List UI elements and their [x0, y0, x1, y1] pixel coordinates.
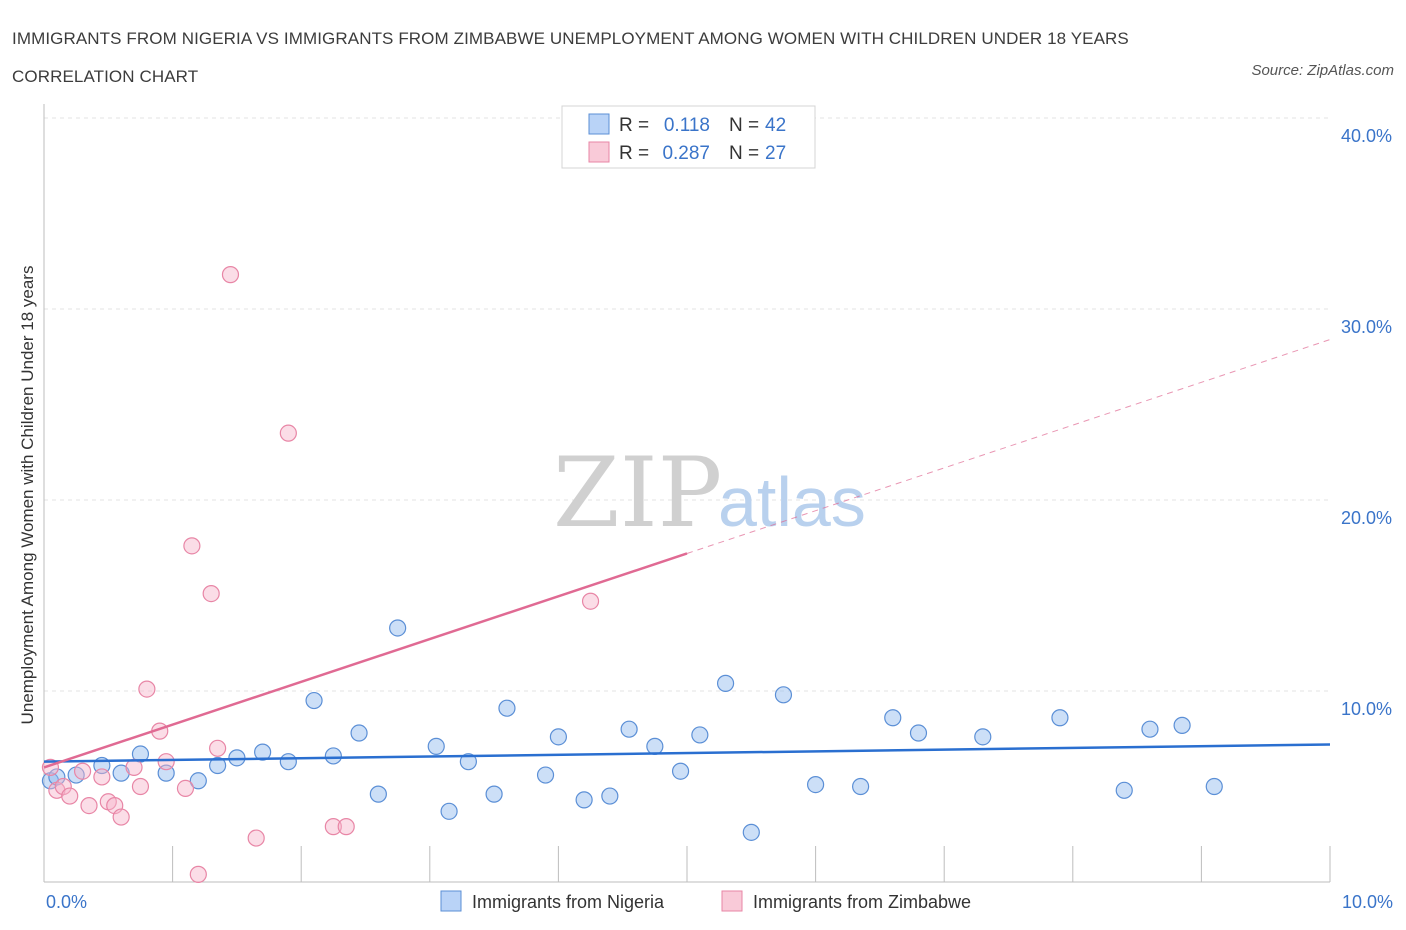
watermark-atlas: atlas	[718, 463, 866, 541]
point-nigeria	[369, 785, 387, 803]
point-zimbabwe	[209, 739, 227, 757]
point-nigeria	[209, 756, 227, 775]
point-zimbabwe	[183, 537, 201, 555]
bottom-legend-label-zimbabwe: Immigrants from Zimbabwe	[753, 892, 971, 912]
point-nigeria	[671, 762, 690, 780]
y-tick-label: 30.0%	[1341, 317, 1392, 337]
chart-source: Source: ZipAtlas.com	[1251, 62, 1394, 79]
point-nigeria	[1205, 777, 1223, 796]
point-nigeria	[305, 691, 323, 710]
legend-n-label: N =	[729, 115, 759, 136]
axes	[43, 104, 1331, 883]
point-zimbabwe	[581, 592, 600, 610]
y-tick-label: 10.0%	[1341, 699, 1392, 719]
legend-r-label: R =	[619, 143, 649, 164]
point-zimbabwe	[221, 266, 240, 284]
data-points	[41, 266, 1223, 883]
point-nigeria	[498, 699, 516, 717]
point-zimbabwe	[176, 779, 195, 798]
point-nigeria	[806, 775, 825, 794]
x-tick-label: 10.0%	[1342, 892, 1393, 912]
bottom-legend: Immigrants from Nigeria Immigrants from …	[440, 890, 971, 912]
point-zimbabwe	[337, 818, 355, 836]
watermark-zip: ZIP	[553, 437, 722, 549]
x-tick-label: 0.0%	[46, 892, 87, 912]
point-nigeria	[575, 791, 593, 809]
trend-line-zimbabwe-extension	[686, 339, 1331, 554]
point-zimbabwe	[61, 787, 79, 805]
point-nigeria	[440, 802, 458, 820]
legend-swatch-zimbabwe	[588, 141, 610, 163]
point-zimbabwe	[279, 424, 297, 442]
point-nigeria	[324, 747, 342, 765]
point-nigeria	[884, 709, 902, 727]
point-zimbabwe	[73, 762, 92, 780]
point-zimbabwe	[131, 777, 150, 796]
point-zimbabwe	[189, 865, 207, 883]
point-nigeria	[620, 720, 638, 738]
bottom-legend-swatch-nigeria	[440, 890, 462, 912]
point-nigeria	[774, 686, 793, 704]
point-nigeria	[549, 728, 568, 746]
point-nigeria	[279, 753, 297, 771]
point-nigeria	[536, 766, 555, 784]
point-zimbabwe	[138, 680, 156, 698]
watermark: ZIP atlas	[553, 437, 866, 549]
legend-box: R = 0.118 N = 42 R = 0.287 N = 27	[561, 105, 816, 169]
chart-title: IMMIGRANTS FROM NIGERIA VS IMMIGRANTS FR…	[12, 29, 1129, 86]
point-nigeria	[646, 737, 664, 755]
y-tick-labels: 10.0% 20.0% 30.0% 40.0%	[1341, 126, 1392, 719]
point-nigeria	[189, 772, 207, 790]
point-nigeria	[691, 726, 709, 744]
point-zimbabwe	[157, 753, 175, 771]
point-nigeria	[1173, 716, 1191, 734]
point-zimbabwe	[93, 768, 111, 786]
legend-r-label: R =	[619, 115, 649, 136]
x-tick-labels: 0.0% 10.0%	[46, 892, 1393, 912]
point-zimbabwe	[202, 584, 220, 603]
legend-n-label: N =	[729, 143, 759, 164]
y-tick-label: 20.0%	[1341, 508, 1392, 528]
point-nigeria	[974, 728, 992, 746]
point-nigeria	[1141, 720, 1159, 738]
legend-n-value-nigeria: 42	[765, 115, 786, 136]
point-nigeria	[485, 785, 503, 803]
point-nigeria	[389, 619, 407, 637]
point-nigeria	[427, 737, 445, 755]
legend-r-value-zimbabwe: 0.287	[662, 143, 710, 164]
point-nigeria	[742, 823, 760, 841]
trend-line-nigeria	[43, 743, 1331, 763]
point-nigeria	[1051, 709, 1069, 727]
point-zimbabwe	[54, 777, 72, 796]
point-zimbabwe	[247, 829, 265, 847]
point-zimbabwe	[80, 796, 98, 815]
bottom-legend-swatch-zimbabwe	[721, 890, 743, 912]
point-nigeria	[350, 724, 368, 742]
point-zimbabwe	[324, 818, 342, 836]
trend-line-zimbabwe	[43, 552, 688, 769]
point-nigeria	[254, 743, 272, 761]
point-nigeria	[852, 777, 870, 796]
point-nigeria	[459, 753, 477, 771]
point-zimbabwe	[125, 758, 143, 777]
y-axis-label: Unemployment Among Women with Children U…	[18, 266, 37, 725]
point-nigeria	[601, 787, 619, 805]
gridlines	[44, 117, 1330, 692]
bottom-legend-label-nigeria: Immigrants from Nigeria	[472, 892, 665, 912]
legend-r-value-nigeria: 0.118	[664, 115, 710, 136]
point-nigeria	[1115, 781, 1133, 799]
point-zimbabwe	[112, 808, 130, 826]
trend-lines	[43, 339, 1331, 769]
legend-n-value-zimbabwe: 27	[765, 143, 786, 164]
point-nigeria	[909, 724, 928, 742]
y-tick-label: 40.0%	[1341, 126, 1392, 146]
point-nigeria	[48, 768, 66, 786]
point-nigeria	[716, 674, 735, 692]
legend-swatch-nigeria	[588, 113, 610, 135]
